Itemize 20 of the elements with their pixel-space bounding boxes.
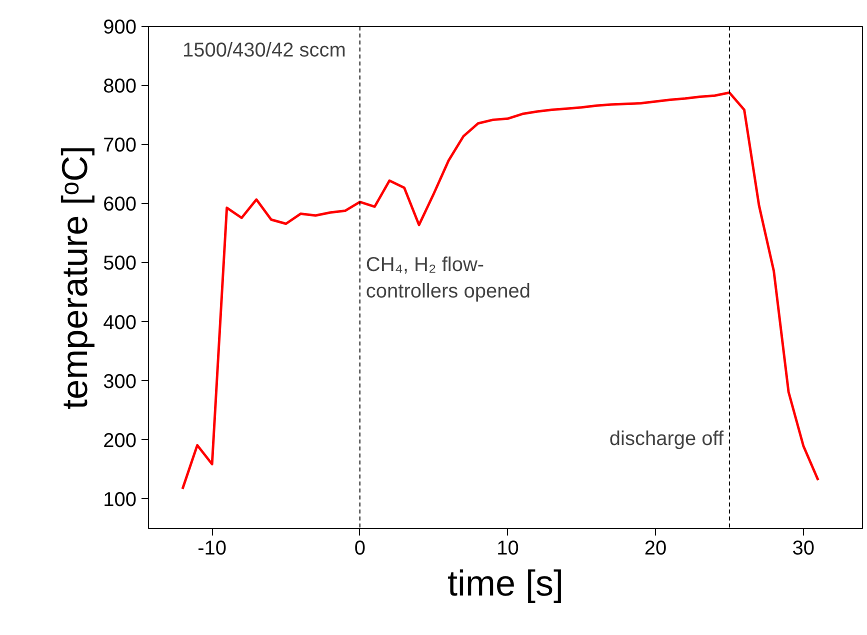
y-axis-title: temperature [ᵒC] [54, 146, 96, 410]
y-tick-label: 400 [103, 312, 137, 334]
y-tick-label: 200 [103, 430, 137, 452]
x-tick-label: 10 [496, 538, 519, 560]
x-tick-label: -10 [198, 538, 227, 560]
y-tick-label: 100 [103, 488, 137, 511]
ref-line-label: CH₄, H₂ flow- controllers opened [366, 254, 530, 302]
x-tick-label: 30 [792, 538, 814, 560]
annotation: 1500/430/42 sccm [182, 40, 346, 62]
x-axis-title: time [s] [447, 562, 564, 604]
x-tick-label: 20 [644, 538, 667, 560]
y-tick-label: 800 [103, 76, 137, 98]
line-series [181, 91, 820, 490]
y-tick-label: 700 [103, 134, 137, 157]
x-tick-label: 0 [354, 538, 366, 560]
y-tick-label: 500 [103, 252, 137, 275]
y-tick-label: 300 [103, 370, 137, 393]
y-tick-label: 900 [103, 16, 137, 38]
ref-line-label: discharge off [609, 428, 724, 450]
y-tick-label: 600 [103, 194, 137, 216]
